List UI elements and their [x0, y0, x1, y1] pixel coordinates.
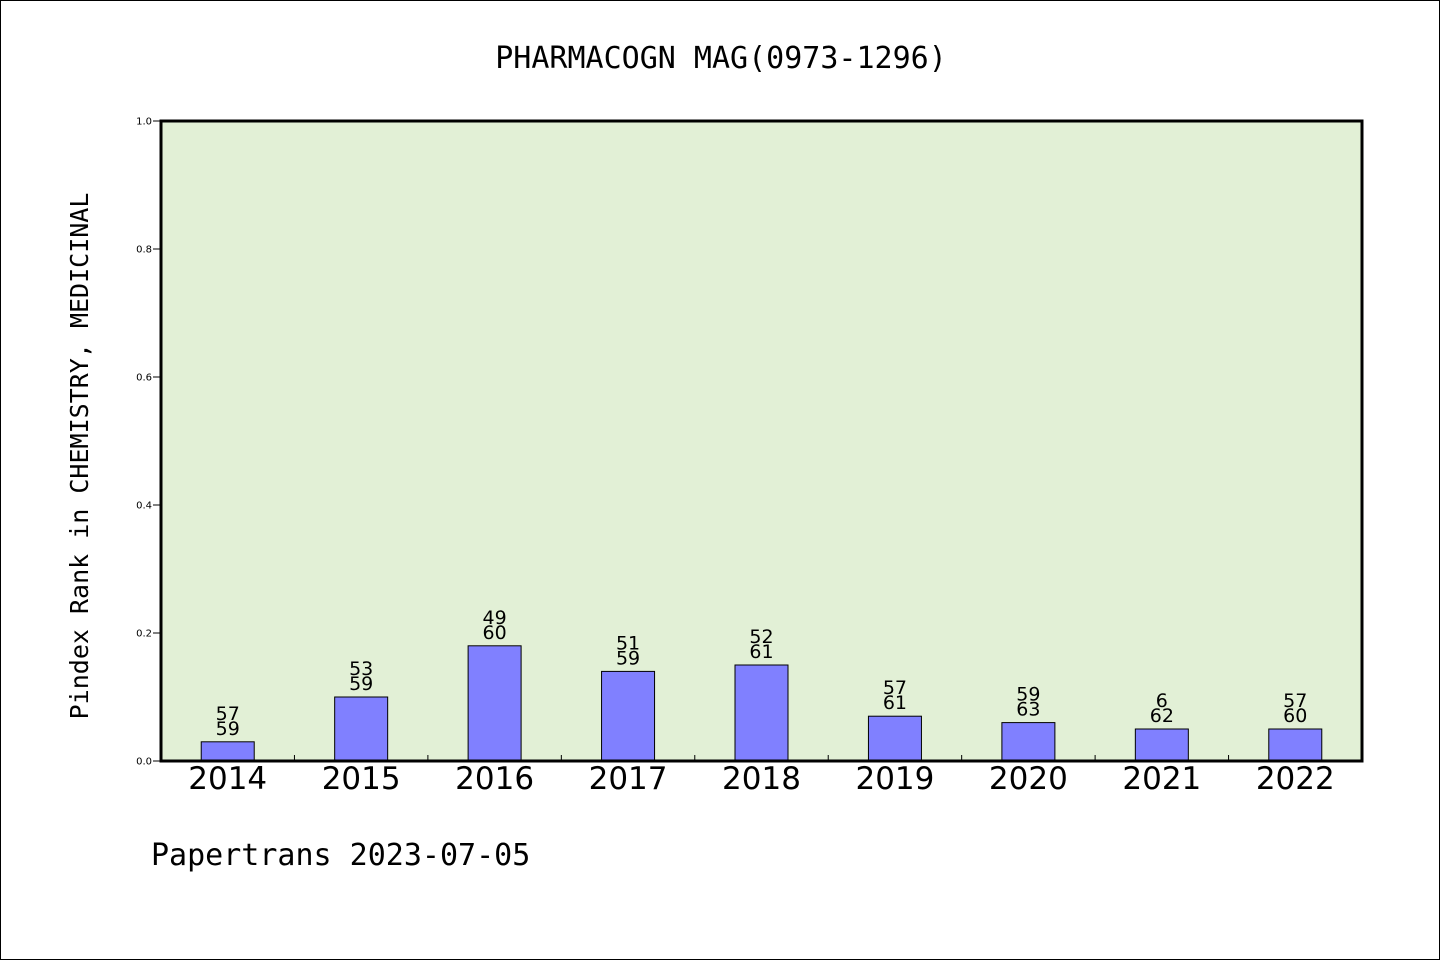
- bar: [734, 664, 789, 762]
- x-tick-label: 2019: [855, 761, 934, 797]
- bar: [1268, 728, 1323, 762]
- bar-total-label: 60: [483, 622, 507, 644]
- bar-total-label: 63: [1016, 699, 1040, 721]
- bar-series: [200, 645, 1323, 762]
- bar-rank-label: 51: [616, 632, 640, 654]
- bar-rank-label: 49: [483, 607, 507, 629]
- bar: [200, 741, 255, 762]
- y-tick-label: 0.2: [136, 629, 152, 640]
- bar-total-label: 59: [349, 673, 373, 695]
- bar: [1001, 722, 1056, 762]
- bar: [867, 715, 922, 762]
- bar-rank-label: 59: [1016, 684, 1040, 706]
- y-tick-label: 0.8: [136, 245, 152, 256]
- x-tick-label: 2021: [1122, 761, 1201, 797]
- bar-rank-label: 57: [883, 677, 907, 699]
- plot-border: [159, 119, 1364, 763]
- bar-total-label: 61: [749, 641, 773, 663]
- x-tick-label: 2020: [989, 761, 1068, 797]
- bar-total-label: 60: [1283, 705, 1307, 727]
- bar-rank-label: 52: [749, 626, 773, 648]
- y-tick-label: 0.6: [136, 373, 152, 384]
- x-tick-label: 2015: [322, 761, 401, 797]
- bar: [1134, 728, 1189, 762]
- bar-total-label: 61: [883, 692, 907, 714]
- bar-total-label: 62: [1150, 705, 1174, 727]
- chart-footer: Papertrans 2023-07-05: [151, 838, 530, 873]
- plot-area: [161, 121, 1362, 761]
- bar-rank-label: 57: [216, 703, 240, 725]
- x-tick-label: 2018: [722, 761, 801, 797]
- bar: [334, 696, 389, 762]
- bar: [601, 670, 656, 762]
- y-axis-label: Pindex Rank in CHEMISTRY, MEDICINAL: [65, 193, 94, 720]
- x-tick-label: 2014: [188, 761, 267, 797]
- bar-total-label: 59: [616, 647, 640, 669]
- bar: [467, 645, 522, 762]
- y-tick-label: 0.0: [136, 757, 152, 768]
- bar-rank-label: 6: [1156, 690, 1168, 712]
- x-tick-label: 2017: [589, 761, 668, 797]
- chart-title: PHARMACOGN MAG(0973-1296): [495, 41, 947, 76]
- y-tick-label: 1.0: [136, 117, 152, 128]
- x-tick-label: 2022: [1256, 761, 1335, 797]
- x-axis-ticks: 2014 2015 2016 2017 2018 2019 2020 2021 2022: [188, 755, 1335, 797]
- bar-rank-label: 57: [1283, 690, 1307, 712]
- y-tick-label: 0.4: [136, 501, 152, 512]
- bar-total-label: 59: [216, 718, 240, 740]
- bar-rank-label: 53: [349, 658, 373, 680]
- x-tick-label: 2016: [455, 761, 534, 797]
- y-axis-ticks: 0.0 0.2 0.4 0.6 0.8 1.0: [136, 117, 161, 768]
